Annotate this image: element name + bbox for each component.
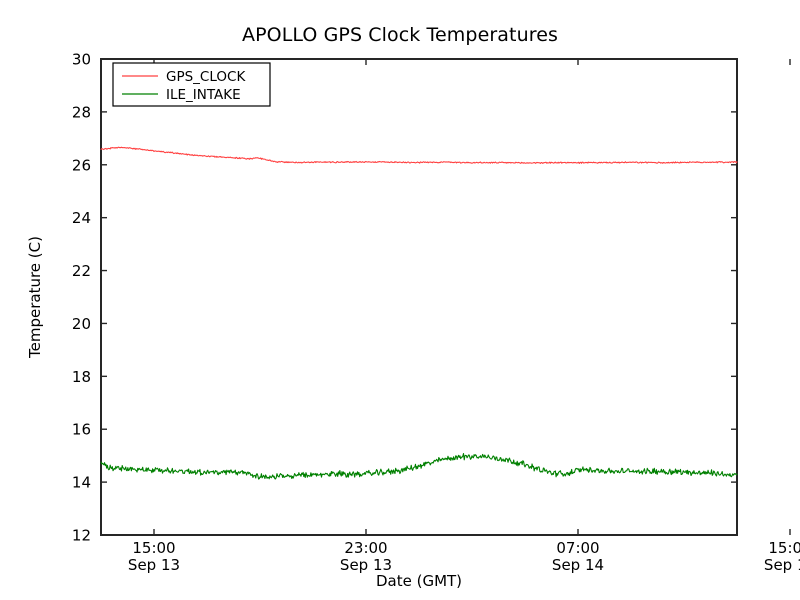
y-tick-label: 12 [72, 527, 91, 545]
x-tick-label-date: Sep 13 [340, 556, 392, 574]
y-tick-label: 26 [72, 156, 91, 174]
y-tick-label: 24 [72, 209, 91, 227]
x-tick-label-time: 07:00 [556, 539, 599, 557]
series-line-ile-intake [100, 452, 738, 480]
y-tick-label: 22 [72, 262, 91, 280]
x-tick-label-time: 15:00 [768, 539, 800, 557]
y-axis-title: Temperature (C) [26, 236, 44, 359]
y-tick-label: 30 [72, 51, 91, 69]
series-line-gps-clock [100, 146, 738, 164]
y-tick-label: 28 [72, 103, 91, 121]
y-tick-label: 20 [72, 315, 91, 333]
y-tick-label: 18 [72, 368, 91, 386]
plot-frame [100, 58, 738, 536]
legend-label-gps-clock: GPS_CLOCK [166, 69, 246, 85]
x-tick-label-time: 23:00 [344, 539, 387, 557]
chart-title: APOLLO GPS Clock Temperatures [242, 24, 558, 46]
x-tick-label-date: Sep 14 [552, 556, 604, 574]
x-tick-label-date: Sep 14 [764, 556, 800, 574]
y-tick-label: 14 [72, 474, 91, 492]
x-tick-label-date: Sep 13 [128, 556, 180, 574]
legend-label-ile-intake: ILE_INTAKE [166, 87, 241, 103]
x-tick-label-time: 15:00 [132, 539, 175, 557]
legend-box [112, 62, 271, 107]
x-axis-title: Date (GMT) [376, 572, 462, 590]
y-tick-label: 16 [72, 421, 91, 439]
